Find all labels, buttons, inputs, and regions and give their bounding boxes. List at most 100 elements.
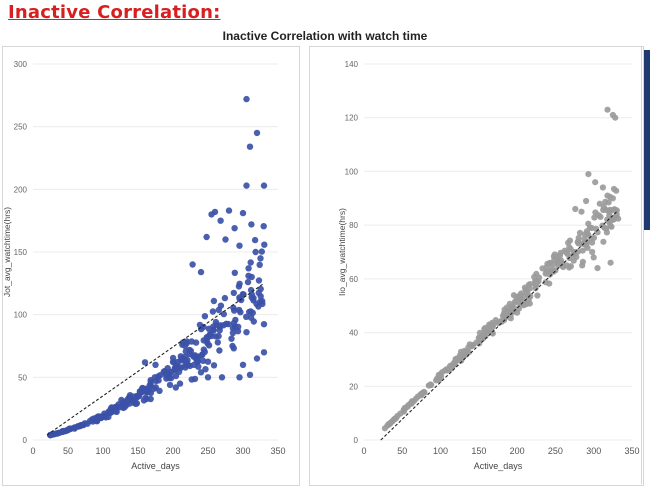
data-point (546, 260, 553, 267)
data-point (54, 430, 61, 437)
data-point (243, 182, 250, 189)
data-point (556, 260, 563, 267)
data-point (604, 192, 611, 199)
y-tick-label: 100 (14, 311, 28, 320)
x-tick-label: 150 (130, 446, 145, 456)
x-axis-label: Active_days (474, 461, 523, 471)
data-point (601, 206, 608, 213)
data-point (257, 298, 264, 305)
data-point (600, 238, 607, 245)
data-point (252, 248, 259, 256)
data-point (260, 349, 268, 356)
data-point (570, 257, 577, 264)
data-point (487, 327, 494, 334)
data-point (521, 284, 529, 291)
data-point (218, 374, 226, 381)
data-point (605, 199, 612, 206)
data-point (250, 297, 257, 304)
data-point (501, 311, 508, 318)
data-point (183, 338, 190, 345)
data-point (231, 225, 238, 232)
data-point (197, 369, 205, 376)
data-point (72, 424, 79, 431)
data-point (182, 348, 189, 355)
data-point (542, 279, 549, 286)
data-point (163, 375, 170, 382)
y-tick-label: 250 (14, 123, 28, 132)
data-point (260, 182, 268, 189)
data-point (588, 235, 595, 242)
data-point (152, 361, 159, 368)
data-point (607, 216, 614, 223)
data-point (204, 358, 212, 365)
data-point (214, 339, 221, 346)
trend-line (46, 282, 265, 436)
y-tick-label: 0 (23, 436, 28, 445)
data-point (247, 314, 255, 321)
data-point (253, 129, 261, 137)
data-point (255, 289, 262, 297)
data-point (98, 414, 105, 421)
data-point (215, 332, 222, 340)
y-tick-label: 300 (14, 60, 28, 69)
data-point (539, 265, 546, 272)
data-point (534, 292, 541, 299)
data-point (141, 359, 149, 366)
data-point (608, 223, 615, 230)
data-point (189, 261, 196, 268)
data-point (246, 143, 254, 150)
data-point (229, 329, 237, 337)
data-point (260, 321, 268, 328)
data-point (594, 229, 601, 236)
data-point (239, 361, 247, 368)
data-point (236, 242, 243, 249)
data-point (210, 297, 218, 305)
data-point (607, 259, 614, 266)
x-tick-label: 100 (95, 446, 110, 456)
data-point (209, 308, 217, 315)
data-point (198, 351, 206, 359)
data-point (229, 342, 236, 350)
data-point (585, 220, 592, 227)
data-point (201, 313, 209, 320)
section-heading: Inactive Correlation: (8, 2, 221, 23)
x-tick-label: 0 (361, 446, 366, 456)
data-point (203, 233, 210, 241)
data-point (244, 278, 252, 286)
data-point (482, 324, 489, 331)
y-tick-label: 200 (14, 185, 28, 194)
data-point (518, 290, 525, 297)
data-point (515, 295, 522, 302)
data-point (589, 248, 596, 256)
data-point (210, 362, 218, 369)
y-tick-label: 120 (345, 114, 359, 123)
data-point (188, 338, 195, 345)
data-point (198, 325, 205, 333)
data-point (594, 265, 601, 272)
data-point (590, 254, 597, 261)
data-point (60, 427, 68, 435)
data-point (507, 315, 514, 322)
data-point (235, 323, 242, 330)
edge-scrollbar[interactable] (644, 50, 650, 230)
data-point (143, 395, 150, 403)
data-point (93, 418, 101, 425)
data-point (255, 303, 262, 310)
data-point (579, 262, 586, 269)
data-point (451, 361, 458, 368)
y-tick-label: 150 (14, 248, 28, 257)
data-point (257, 255, 264, 262)
y-tick-label: 0 (354, 436, 359, 445)
data-point (525, 296, 532, 303)
data-point (461, 347, 468, 354)
y-tick-label: 80 (349, 221, 358, 230)
data-point (167, 374, 175, 382)
data-point (575, 240, 582, 247)
data-point (204, 340, 211, 347)
data-point (408, 398, 416, 405)
data-point (419, 390, 426, 397)
data-point (455, 355, 462, 362)
data-point (199, 357, 207, 364)
data-point (523, 301, 530, 308)
data-point (506, 300, 513, 307)
